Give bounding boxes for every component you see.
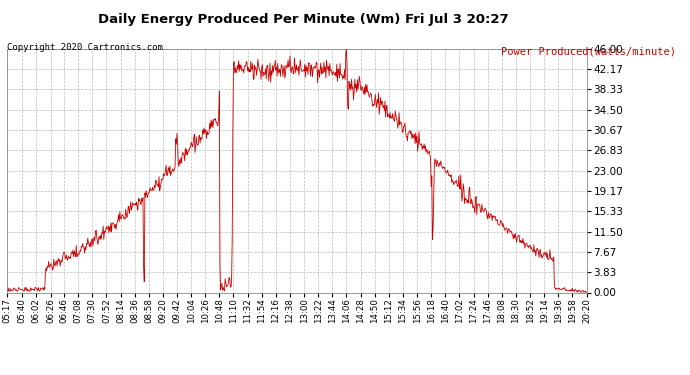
Text: Copyright 2020 Cartronics.com: Copyright 2020 Cartronics.com — [7, 43, 163, 52]
Text: Power Produced(watts/minute): Power Produced(watts/minute) — [501, 47, 676, 57]
Text: Daily Energy Produced Per Minute (Wm) Fri Jul 3 20:27: Daily Energy Produced Per Minute (Wm) Fr… — [98, 13, 509, 26]
